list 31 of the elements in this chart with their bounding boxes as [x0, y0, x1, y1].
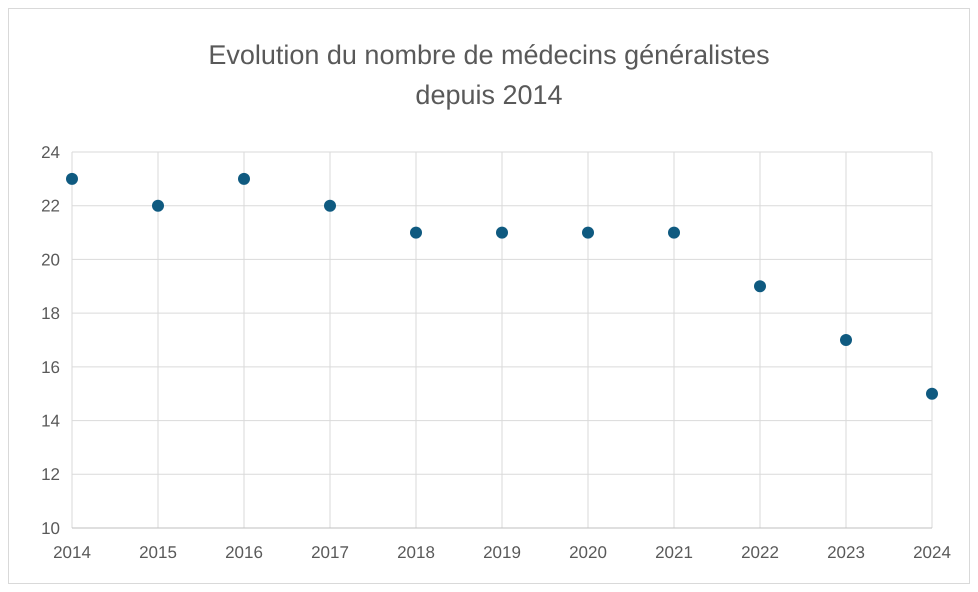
y-tick-label: 18 [41, 304, 60, 324]
point [840, 334, 852, 346]
point [410, 226, 422, 239]
point [238, 172, 250, 185]
point [668, 226, 680, 239]
point [754, 280, 766, 292]
x-tick-label: 2018 [397, 543, 435, 562]
y-tick-label: 22 [41, 196, 60, 216]
chart-title: Evolution du nombre de médecins généralistes depuis 2014 [208, 40, 770, 110]
x-tick-label: 2023 [827, 543, 865, 562]
y-tick-label: 12 [41, 465, 60, 484]
y-tick-label: 14 [41, 412, 60, 431]
point [582, 226, 594, 239]
x-tick-label: 2014 [53, 543, 91, 562]
y-tick-label: 16 [41, 358, 60, 377]
y-tick-label: 24 [41, 142, 60, 162]
x-tick-label: 2017 [311, 543, 349, 562]
x-tick-label: 2015 [139, 543, 177, 562]
point [66, 172, 78, 185]
x-tick-label: 2024 [913, 543, 951, 562]
x-tick-label: 2020 [569, 543, 607, 562]
point [324, 200, 336, 212]
x-tick-label: 2019 [483, 543, 521, 562]
y-tick-label: 20 [41, 250, 60, 270]
point [926, 388, 938, 400]
x-tick-label: 2016 [225, 543, 263, 562]
point [496, 226, 508, 239]
point [152, 200, 164, 212]
x-tick-label: 2021 [655, 543, 693, 562]
y-tick-label: 10 [41, 518, 60, 538]
x-tick-label: 2022 [741, 543, 779, 562]
